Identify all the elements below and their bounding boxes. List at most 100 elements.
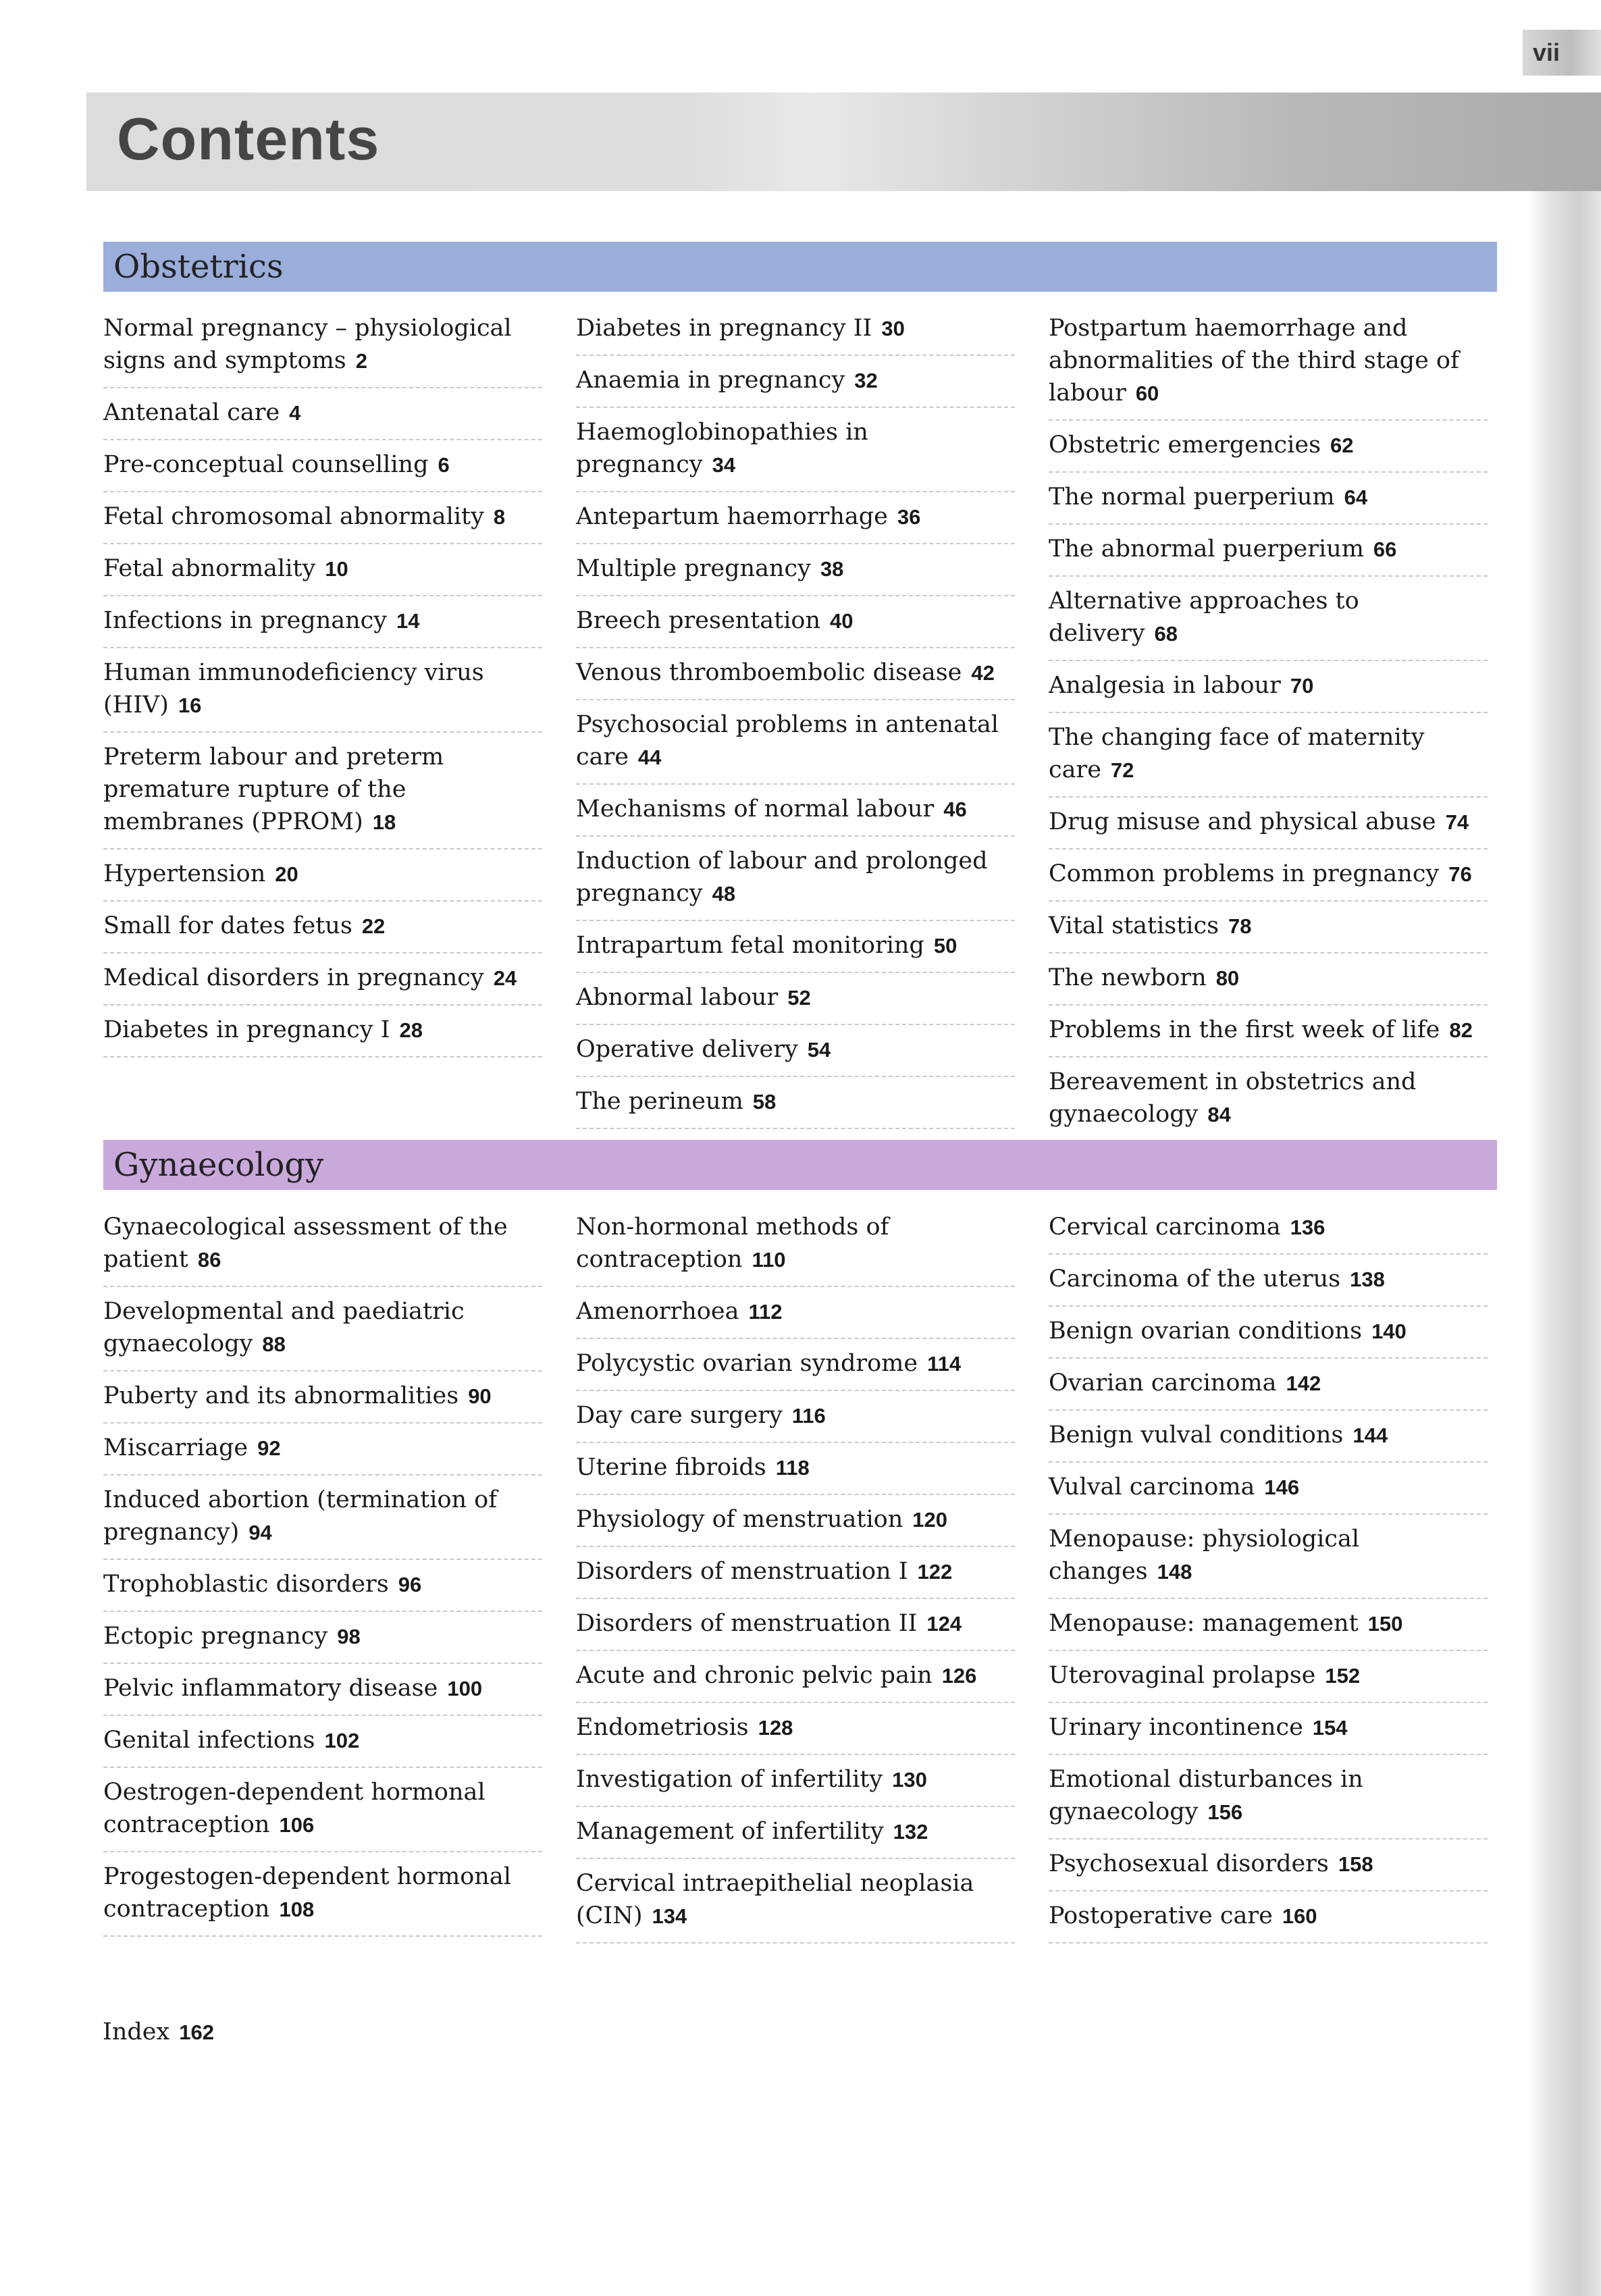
toc-entry[interactable]: Obstetric emergencies 62 bbox=[1049, 421, 1488, 473]
toc-entry[interactable]: Trophoblastic disorders 96 bbox=[103, 1560, 542, 1612]
toc-entry[interactable]: Postoperative care 160 bbox=[1049, 1891, 1488, 1943]
entry-title: The perineum bbox=[576, 1088, 743, 1115]
toc-entry[interactable]: Human immunodeficiency virus (HIV) 16 bbox=[103, 648, 542, 733]
toc-entry[interactable]: Cervical intraepithelial neoplasia (CIN)… bbox=[576, 1859, 1015, 1943]
contents-column: Gynaecological assessment of the patient… bbox=[103, 1203, 542, 1943]
toc-entry[interactable]: Carcinoma of the uterus 138 bbox=[1049, 1255, 1488, 1307]
toc-entry[interactable]: Drug misuse and physical abuse 74 bbox=[1049, 798, 1488, 850]
entry-page: 92 bbox=[257, 1436, 281, 1460]
toc-entry[interactable]: Fetal abnormality 10 bbox=[103, 544, 542, 596]
toc-entry[interactable]: Psychosexual disorders 158 bbox=[1049, 1840, 1488, 1891]
toc-entry-index[interactable]: Index 162 bbox=[103, 2016, 214, 2049]
toc-entry[interactable]: Induction of labour and prolonged pregna… bbox=[576, 837, 1015, 921]
toc-entry[interactable]: Puberty and its abnormalities 90 bbox=[103, 1372, 542, 1424]
toc-entry[interactable]: Bereavement in obstetrics and gynaecolog… bbox=[1049, 1058, 1488, 1142]
toc-entry[interactable]: Urinary incontinence 154 bbox=[1049, 1703, 1488, 1755]
section-title: Gynaecology bbox=[113, 1146, 324, 1184]
toc-entry[interactable]: Developmental and paediatric gynaecology… bbox=[103, 1287, 542, 1372]
entry-title: Puberty and its abnormalities bbox=[103, 1382, 459, 1409]
toc-entry[interactable]: Mechanisms of normal labour 46 bbox=[576, 785, 1015, 837]
toc-entry[interactable]: Normal pregnancy – physiological signs a… bbox=[103, 304, 542, 388]
toc-entry[interactable]: The perineum 58 bbox=[576, 1077, 1015, 1129]
toc-entry[interactable]: Pre-conceptual counselling 6 bbox=[103, 440, 542, 492]
entry-page: 52 bbox=[787, 986, 811, 1010]
entry-page: 30 bbox=[881, 317, 905, 340]
toc-entry[interactable]: Gynaecological assessment of the patient… bbox=[103, 1203, 542, 1287]
toc-entry[interactable]: Small for dates fetus 22 bbox=[103, 902, 542, 954]
entry-title: Problems in the first week of life bbox=[1049, 1016, 1440, 1043]
toc-entry[interactable]: Fetal chromosomal abnormality 8 bbox=[103, 492, 542, 544]
toc-entry[interactable]: Progestogen-dependent hormonal contracep… bbox=[103, 1852, 542, 1937]
toc-entry[interactable]: Miscarriage 92 bbox=[103, 1424, 542, 1476]
toc-entry[interactable]: Multiple pregnancy 38 bbox=[576, 544, 1015, 596]
toc-entry[interactable]: Diabetes in pregnancy I 28 bbox=[103, 1006, 542, 1058]
toc-entry[interactable]: Venous thromboembolic disease 42 bbox=[576, 648, 1015, 700]
entry-title: Disorders of menstruation I bbox=[576, 1558, 908, 1585]
toc-entry[interactable]: The changing face of maternity care 72 bbox=[1049, 713, 1488, 798]
toc-entry[interactable]: Preterm labour and preterm premature rup… bbox=[103, 733, 542, 850]
toc-entry[interactable]: Menopause: management 150 bbox=[1049, 1599, 1488, 1651]
toc-entry[interactable]: Infections in pregnancy 14 bbox=[103, 596, 542, 648]
toc-entry[interactable]: Benign ovarian conditions 140 bbox=[1049, 1307, 1488, 1359]
toc-entry[interactable]: Ovarian carcinoma 142 bbox=[1049, 1359, 1488, 1411]
toc-entry[interactable]: Endometriosis 128 bbox=[576, 1703, 1015, 1755]
toc-entry[interactable]: Disorders of menstruation I 122 bbox=[576, 1547, 1015, 1599]
entry-page: 14 bbox=[396, 609, 420, 633]
toc-entry[interactable]: The abnormal puerperium 66 bbox=[1049, 525, 1488, 577]
toc-entry[interactable]: Operative delivery 54 bbox=[576, 1025, 1015, 1077]
toc-entry[interactable]: Breech presentation 40 bbox=[576, 596, 1015, 648]
contents-column: Cervical carcinoma 136 Carcinoma of the ut… bbox=[1049, 1203, 1488, 1943]
toc-entry[interactable]: Anaemia in pregnancy 32 bbox=[576, 356, 1015, 408]
toc-entry[interactable]: Medical disorders in pregnancy 24 bbox=[103, 954, 542, 1006]
entry-page: 162 bbox=[179, 2020, 214, 2044]
entry-page: 60 bbox=[1135, 382, 1159, 405]
entry-title: Management of infertility bbox=[576, 1818, 884, 1845]
entry-title: Uterine fibroids bbox=[576, 1454, 766, 1481]
toc-entry[interactable]: Vital statistics 78 bbox=[1049, 902, 1488, 954]
toc-entry[interactable]: Management of infertility 132 bbox=[576, 1807, 1015, 1859]
entry-page: 46 bbox=[943, 798, 967, 821]
entry-title: Analgesia in labour bbox=[1049, 672, 1281, 699]
toc-entry[interactable]: Intrapartum fetal monitoring 50 bbox=[576, 921, 1015, 973]
toc-entry[interactable]: Disorders of menstruation II 124 bbox=[576, 1599, 1015, 1651]
entry-title: Urinary incontinence bbox=[1049, 1714, 1303, 1741]
toc-entry[interactable]: Common problems in pregnancy 76 bbox=[1049, 850, 1488, 902]
toc-entry[interactable]: Antepartum haemorrhage 36 bbox=[576, 492, 1015, 544]
toc-entry[interactable]: Induced abortion (termination of pregnan… bbox=[103, 1476, 542, 1560]
toc-entry[interactable]: The normal puerperium 64 bbox=[1049, 473, 1488, 525]
toc-entry[interactable]: Amenorrhoea 112 bbox=[576, 1287, 1015, 1339]
toc-entry[interactable]: Abnormal labour 52 bbox=[576, 973, 1015, 1025]
toc-entry[interactable]: Day care surgery 116 bbox=[576, 1391, 1015, 1443]
toc-entry[interactable]: Investigation of infertility 130 bbox=[576, 1755, 1015, 1807]
toc-entry[interactable]: Vulval carcinoma 146 bbox=[1049, 1463, 1488, 1515]
toc-entry[interactable]: Cervical carcinoma 136 bbox=[1049, 1203, 1488, 1255]
toc-entry[interactable]: Diabetes in pregnancy II 30 bbox=[576, 304, 1015, 356]
entry-title: Fetal abnormality bbox=[103, 555, 316, 582]
toc-entry[interactable]: Analgesia in labour 70 bbox=[1049, 661, 1488, 713]
toc-entry[interactable]: Haemoglobinopathies in pregnancy 34 bbox=[576, 408, 1015, 492]
toc-entry[interactable]: Benign vulval conditions 144 bbox=[1049, 1411, 1488, 1463]
entry-page: 140 bbox=[1371, 1320, 1407, 1343]
toc-entry[interactable]: Acute and chronic pelvic pain 126 bbox=[576, 1651, 1015, 1703]
toc-entry[interactable]: Non-hormonal methods of contraception 110 bbox=[576, 1203, 1015, 1287]
toc-entry[interactable]: Pelvic inflammatory disease 100 bbox=[103, 1664, 542, 1716]
toc-entry[interactable]: Ectopic pregnancy 98 bbox=[103, 1612, 542, 1664]
toc-entry[interactable]: Postpartum haemorrhage and abnormalities… bbox=[1049, 304, 1488, 421]
entry-page: 84 bbox=[1207, 1103, 1231, 1126]
toc-entry[interactable]: Uterine fibroids 118 bbox=[576, 1443, 1015, 1495]
toc-entry[interactable]: Psychosocial problems in antenatal care 4… bbox=[576, 700, 1015, 785]
toc-entry[interactable]: The newborn 80 bbox=[1049, 954, 1488, 1006]
toc-entry[interactable]: Problems in the first week of life 82 bbox=[1049, 1006, 1488, 1058]
entry-page: 138 bbox=[1350, 1268, 1385, 1291]
toc-entry[interactable]: Alternative approaches to delivery 68 bbox=[1049, 577, 1488, 661]
entry-title: Trophoblastic disorders bbox=[103, 1571, 389, 1598]
toc-entry[interactable]: Hypertension 20 bbox=[103, 850, 542, 902]
toc-entry[interactable]: Polycystic ovarian syndrome 114 bbox=[576, 1339, 1015, 1391]
toc-entry[interactable]: Oestrogen-dependent hormonal contracepti… bbox=[103, 1768, 542, 1852]
toc-entry[interactable]: Menopause: physiological changes 148 bbox=[1049, 1515, 1488, 1599]
toc-entry[interactable]: Antenatal care 4 bbox=[103, 388, 542, 440]
toc-entry[interactable]: Uterovaginal prolapse 152 bbox=[1049, 1651, 1488, 1703]
toc-entry[interactable]: Physiology of menstruation 120 bbox=[576, 1495, 1015, 1547]
toc-entry[interactable]: Emotional disturbances in gynaecology 156 bbox=[1049, 1755, 1488, 1840]
toc-entry[interactable]: Genital infections 102 bbox=[103, 1716, 542, 1768]
